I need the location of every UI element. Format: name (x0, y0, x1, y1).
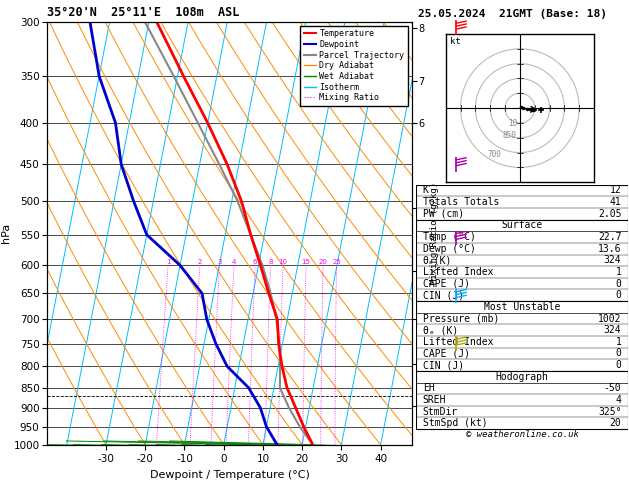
Text: 2.05: 2.05 (598, 209, 621, 219)
Text: Pressure (mb): Pressure (mb) (423, 313, 499, 324)
Bar (416, 185, 628, 220)
Text: 2: 2 (198, 260, 202, 265)
Text: 0: 0 (616, 360, 621, 370)
Text: Hodograph: Hodograph (496, 372, 548, 382)
Text: LCL: LCL (418, 391, 433, 400)
Text: StmDir: StmDir (423, 407, 458, 417)
Legend: Temperature, Dewpoint, Parcel Trajectory, Dry Adiabat, Wet Adiabat, Isotherm, Mi: Temperature, Dewpoint, Parcel Trajectory… (300, 26, 408, 105)
Y-axis label: hPa: hPa (1, 223, 11, 243)
Text: 22.7: 22.7 (598, 232, 621, 242)
Text: 10: 10 (279, 260, 287, 265)
Bar (416, 301, 628, 371)
Bar (416, 371, 628, 429)
Text: 700: 700 (487, 150, 501, 159)
Text: Most Unstable: Most Unstable (484, 302, 560, 312)
Text: StmSpd (kt): StmSpd (kt) (423, 418, 487, 428)
Text: Temp (°C): Temp (°C) (423, 232, 476, 242)
Text: 25: 25 (332, 260, 341, 265)
Text: θₑ (K): θₑ (K) (423, 325, 458, 335)
Text: 850: 850 (502, 131, 516, 140)
Text: 1002: 1002 (598, 313, 621, 324)
Text: 8: 8 (269, 260, 273, 265)
Text: 325°: 325° (598, 407, 621, 417)
Text: 10: 10 (508, 119, 517, 128)
Text: K: K (423, 186, 428, 195)
Text: 20: 20 (610, 418, 621, 428)
Text: SREH: SREH (423, 395, 446, 405)
Text: Surface: Surface (501, 221, 543, 230)
Text: 12: 12 (610, 186, 621, 195)
Text: 0: 0 (616, 278, 621, 289)
Text: 1: 1 (616, 337, 621, 347)
Text: PW (cm): PW (cm) (423, 209, 464, 219)
Text: Totals Totals: Totals Totals (423, 197, 499, 207)
Text: 6: 6 (253, 260, 257, 265)
Bar (416, 220, 628, 301)
Text: 35°20'N  25°11'E  108m  ASL: 35°20'N 25°11'E 108m ASL (47, 6, 240, 19)
Text: EH: EH (423, 383, 435, 393)
Text: Lifted Index: Lifted Index (423, 337, 493, 347)
Text: 1: 1 (166, 260, 170, 265)
Text: 0: 0 (616, 290, 621, 300)
Text: CIN (J): CIN (J) (423, 360, 464, 370)
Text: kt: kt (450, 37, 461, 46)
Y-axis label: km
ASL: km ASL (427, 224, 449, 243)
Text: Dewp (°C): Dewp (°C) (423, 243, 476, 254)
Text: 15: 15 (302, 260, 311, 265)
Text: © weatheronline.co.uk: © weatheronline.co.uk (465, 431, 579, 439)
Text: 324: 324 (604, 325, 621, 335)
Text: 3: 3 (217, 260, 222, 265)
Text: CAPE (J): CAPE (J) (423, 278, 470, 289)
Text: 4: 4 (231, 260, 236, 265)
Text: Mixing Ratio (g/kg): Mixing Ratio (g/kg) (430, 182, 438, 284)
Text: -50: -50 (604, 383, 621, 393)
Text: CIN (J): CIN (J) (423, 290, 464, 300)
Text: 1: 1 (616, 267, 621, 277)
Text: 25.05.2024  21GMT (Base: 18): 25.05.2024 21GMT (Base: 18) (418, 9, 607, 19)
Text: 4: 4 (616, 395, 621, 405)
X-axis label: Dewpoint / Temperature (°C): Dewpoint / Temperature (°C) (150, 470, 309, 480)
Text: 13.6: 13.6 (598, 243, 621, 254)
Text: θₑ(K): θₑ(K) (423, 255, 452, 265)
Text: 20: 20 (318, 260, 328, 265)
Text: CAPE (J): CAPE (J) (423, 348, 470, 359)
Text: Lifted Index: Lifted Index (423, 267, 493, 277)
Text: 324: 324 (604, 255, 621, 265)
Text: 0: 0 (616, 348, 621, 359)
Text: 41: 41 (610, 197, 621, 207)
